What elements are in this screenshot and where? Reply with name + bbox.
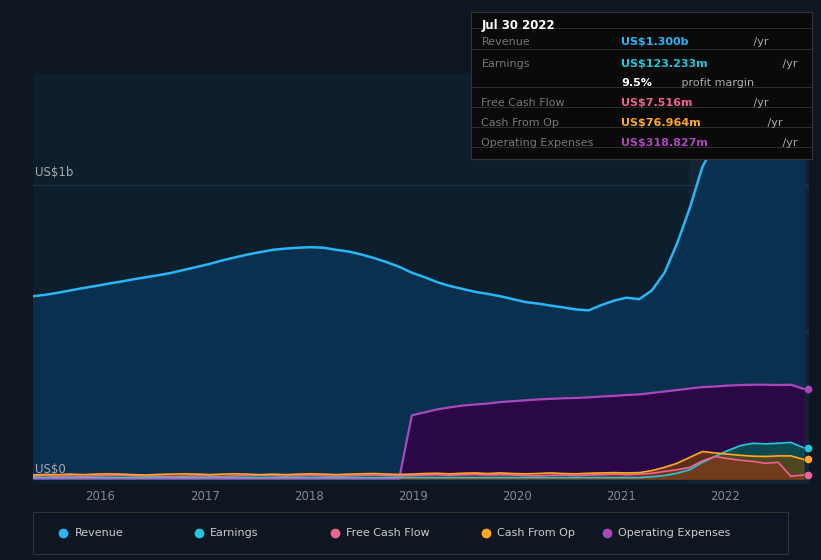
Text: /yr: /yr — [750, 38, 768, 47]
Text: US$1b: US$1b — [35, 166, 73, 179]
Text: Free Cash Flow: Free Cash Flow — [346, 529, 430, 538]
Text: US$318.827m: US$318.827m — [621, 138, 708, 148]
Text: Operating Expenses: Operating Expenses — [618, 529, 731, 538]
Text: 9.5%: 9.5% — [621, 78, 652, 87]
Text: Earnings: Earnings — [210, 529, 259, 538]
Text: Earnings: Earnings — [481, 59, 530, 68]
Text: Operating Expenses: Operating Expenses — [481, 138, 594, 148]
Text: /yr: /yr — [764, 118, 782, 128]
Text: Revenue: Revenue — [75, 529, 123, 538]
Text: Jul 30 2022: Jul 30 2022 — [481, 19, 555, 32]
Text: /yr: /yr — [750, 98, 768, 108]
Text: US$1.300b: US$1.300b — [621, 38, 689, 47]
Text: /yr: /yr — [778, 138, 797, 148]
Text: Cash From Op: Cash From Op — [481, 118, 559, 128]
Text: profit margin: profit margin — [678, 78, 754, 87]
Text: Cash From Op: Cash From Op — [498, 529, 576, 538]
Text: US$123.233m: US$123.233m — [621, 59, 708, 68]
Text: Revenue: Revenue — [481, 38, 530, 47]
Text: Free Cash Flow: Free Cash Flow — [481, 98, 565, 108]
Text: /yr: /yr — [778, 59, 797, 68]
Text: US$7.516m: US$7.516m — [621, 98, 693, 108]
Bar — [689, 73, 814, 484]
Text: US$0: US$0 — [35, 463, 66, 475]
Text: US$76.964m: US$76.964m — [621, 118, 701, 128]
